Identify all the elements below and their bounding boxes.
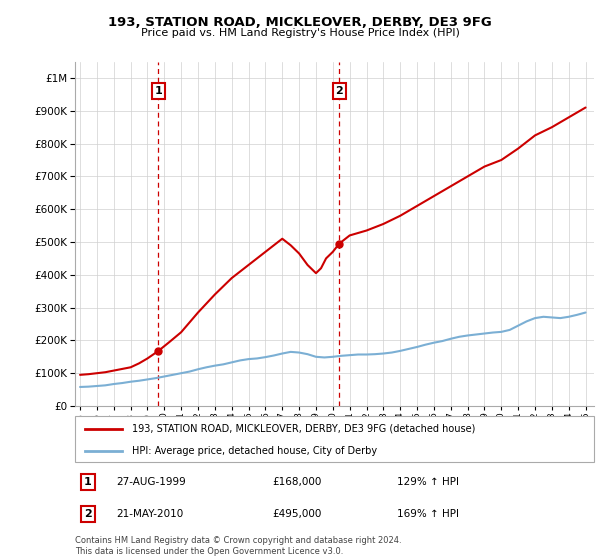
FancyBboxPatch shape [75,416,594,462]
Text: 129% ↑ HPI: 129% ↑ HPI [397,477,459,487]
Text: £168,000: £168,000 [272,477,322,487]
Text: 21-MAY-2010: 21-MAY-2010 [116,509,184,519]
Text: 169% ↑ HPI: 169% ↑ HPI [397,509,459,519]
Text: 2: 2 [84,509,92,519]
Text: HPI: Average price, detached house, City of Derby: HPI: Average price, detached house, City… [132,446,377,455]
Text: 27-AUG-1999: 27-AUG-1999 [116,477,186,487]
Text: 193, STATION ROAD, MICKLEOVER, DERBY, DE3 9FG: 193, STATION ROAD, MICKLEOVER, DERBY, DE… [108,16,492,29]
Text: Price paid vs. HM Land Registry's House Price Index (HPI): Price paid vs. HM Land Registry's House … [140,28,460,38]
Text: 1: 1 [155,86,162,96]
Text: £495,000: £495,000 [272,509,322,519]
Text: Contains HM Land Registry data © Crown copyright and database right 2024.
This d: Contains HM Land Registry data © Crown c… [75,536,401,556]
Text: 193, STATION ROAD, MICKLEOVER, DERBY, DE3 9FG (detached house): 193, STATION ROAD, MICKLEOVER, DERBY, DE… [132,424,475,434]
Text: 1: 1 [84,477,92,487]
Text: 2: 2 [335,86,343,96]
